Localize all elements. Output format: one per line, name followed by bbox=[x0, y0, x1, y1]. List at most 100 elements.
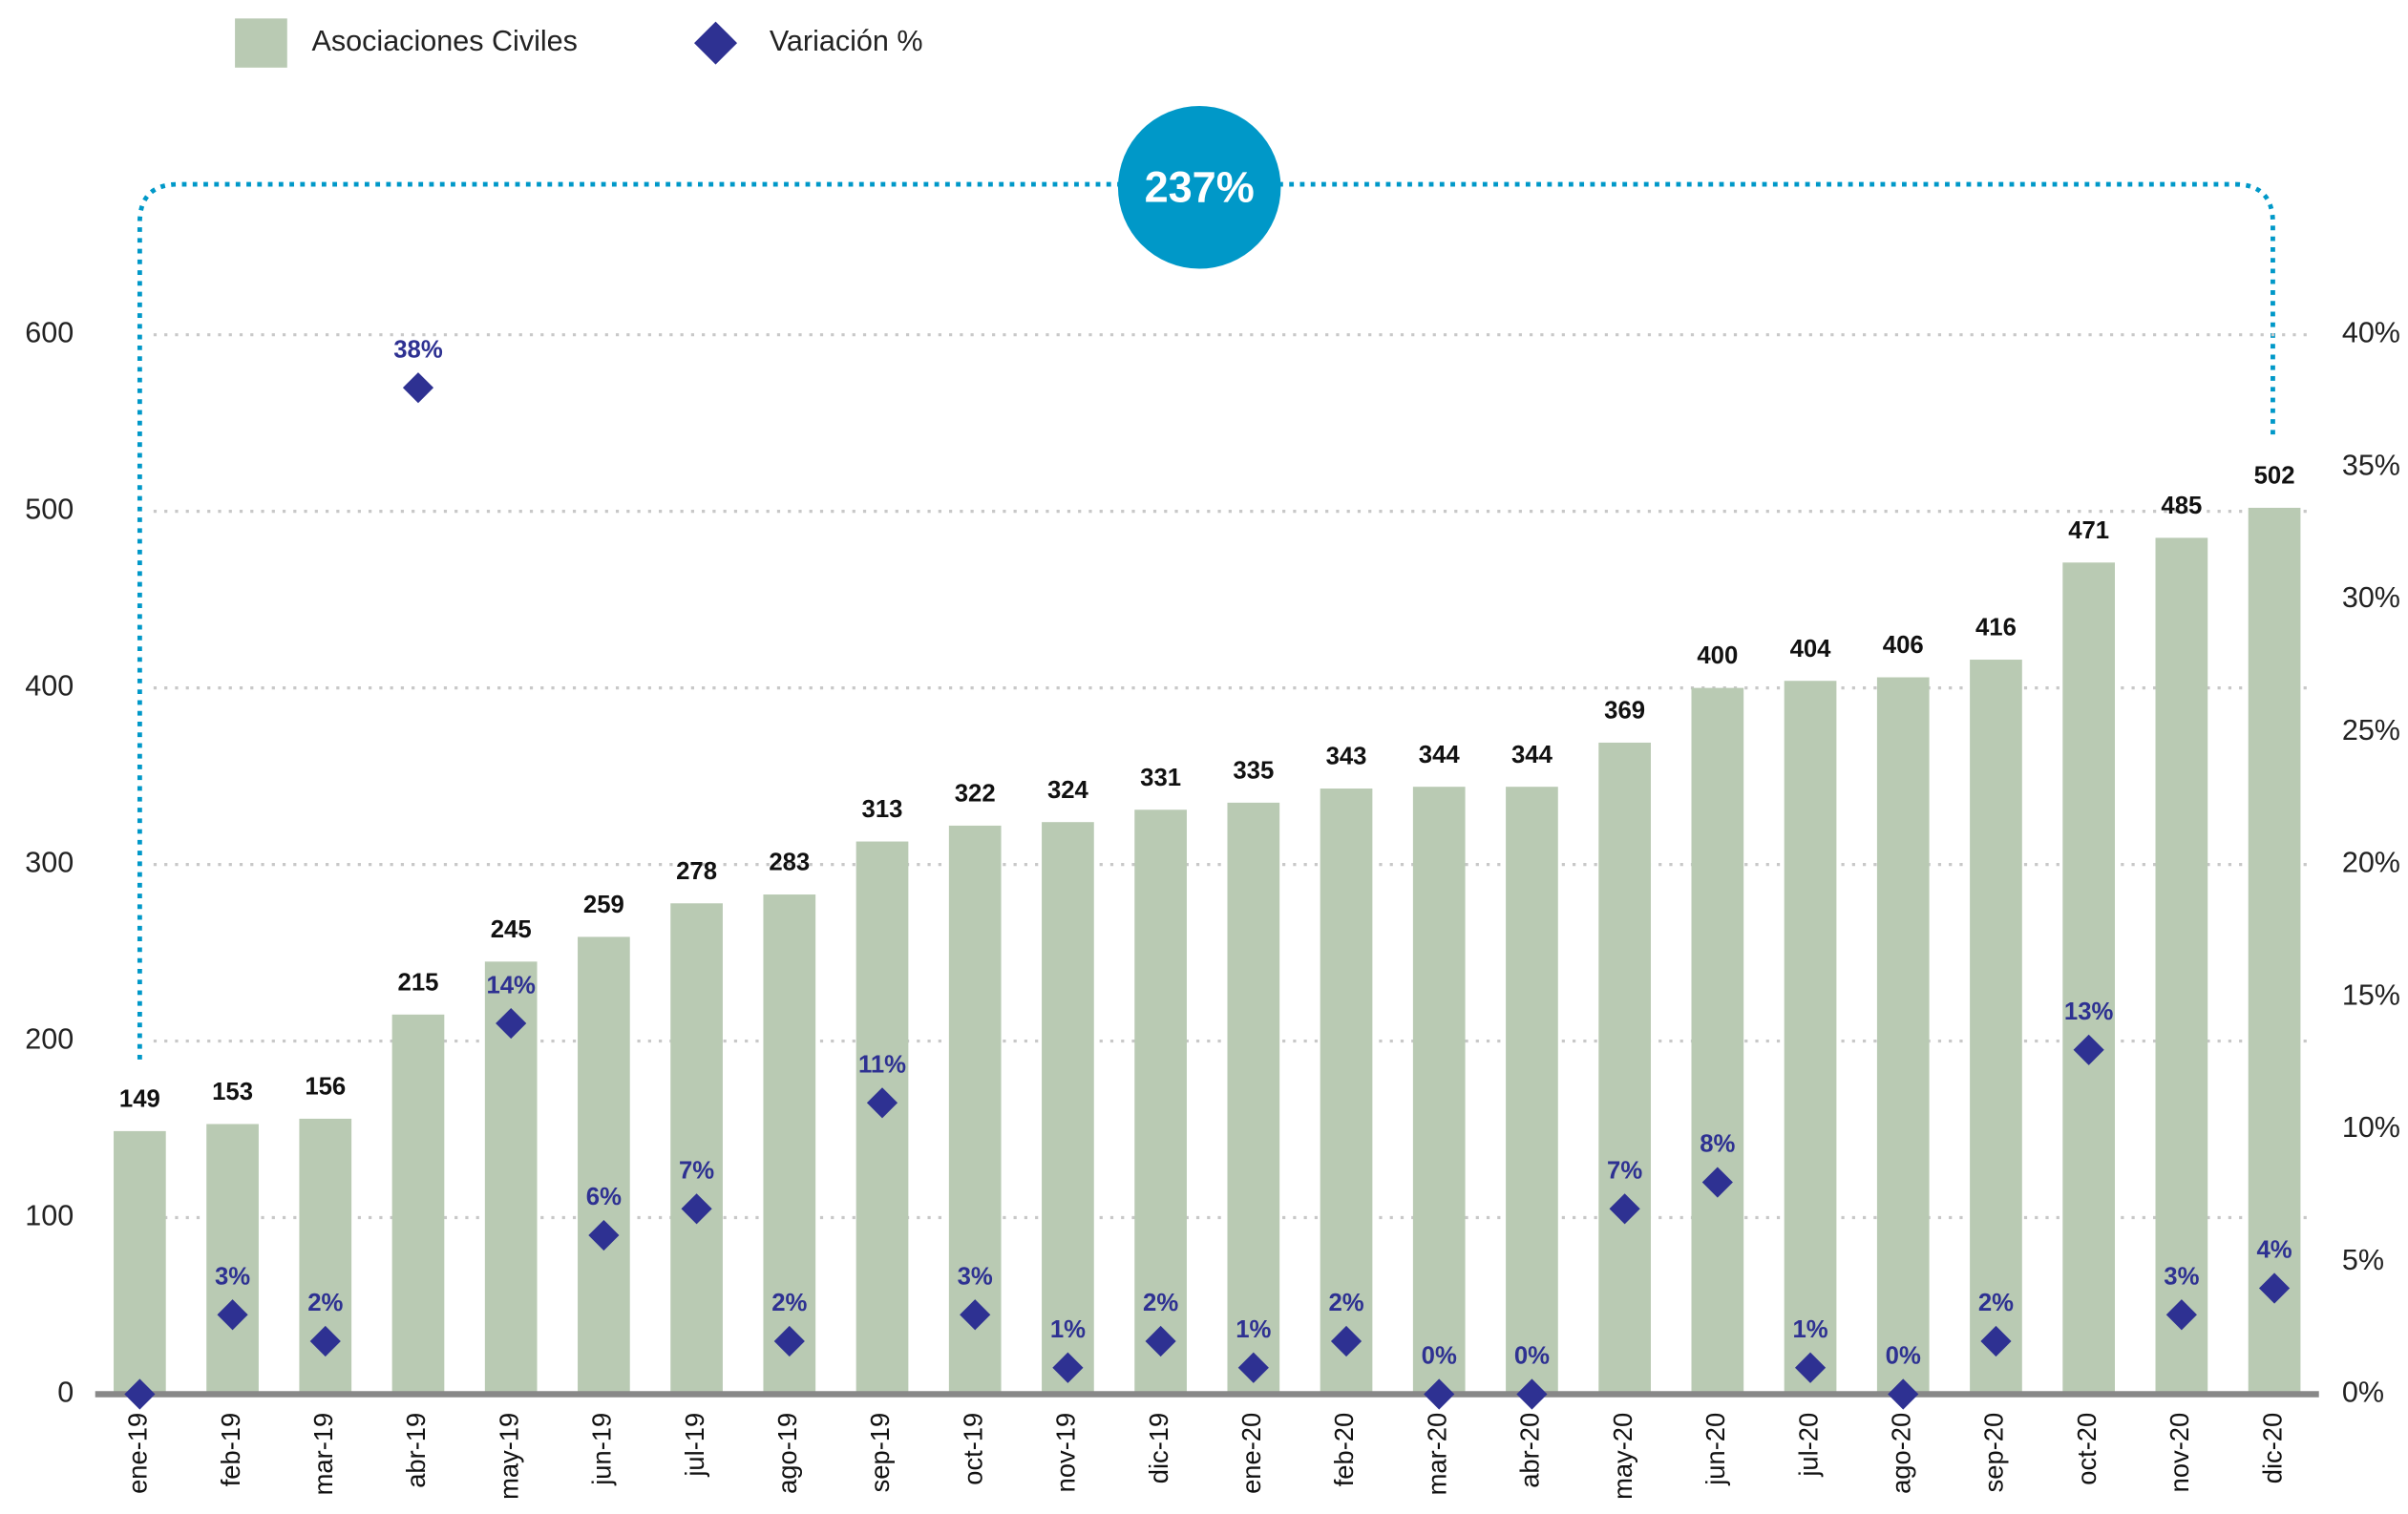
y-tick-label: 100 bbox=[25, 1200, 74, 1232]
diamond bbox=[309, 1325, 341, 1357]
bar-value-label: 400 bbox=[1697, 642, 1738, 669]
bar-value-label: 324 bbox=[1047, 777, 1089, 804]
x-tick-label: sep-20 bbox=[1979, 1413, 2009, 1493]
variation-label: 8% bbox=[1700, 1131, 1735, 1158]
bar-value-label: 343 bbox=[1326, 744, 1367, 770]
y-tick-label: 200 bbox=[25, 1023, 74, 1056]
x-tick-label: may-19 bbox=[494, 1413, 523, 1500]
x-tick-label: feb-19 bbox=[216, 1413, 245, 1486]
y2-tick-label: 30% bbox=[2342, 581, 2400, 614]
y-tick-label: 400 bbox=[25, 670, 74, 703]
x-tick-label: jul-19 bbox=[680, 1413, 709, 1478]
x-tick-label: oct-20 bbox=[2072, 1413, 2102, 1485]
bracket bbox=[137, 181, 2275, 1060]
bar bbox=[1042, 822, 1094, 1395]
diamond bbox=[1516, 1378, 1548, 1410]
variation-label: 4% bbox=[2256, 1237, 2292, 1264]
variation-label: 3% bbox=[215, 1263, 250, 1290]
bar bbox=[1506, 787, 1558, 1395]
diamond bbox=[1888, 1378, 1919, 1410]
y-tick-label: 300 bbox=[25, 847, 74, 879]
bar bbox=[1598, 742, 1651, 1395]
variation-label: 1% bbox=[1050, 1316, 1086, 1343]
variation-label: 1% bbox=[1236, 1316, 1271, 1343]
diamond bbox=[1609, 1193, 1640, 1225]
y2-tick-label: 35% bbox=[2342, 449, 2400, 481]
bar-value-label: 344 bbox=[1511, 742, 1553, 768]
bar-value-label: 283 bbox=[769, 850, 810, 876]
y2-tick-label: 15% bbox=[2342, 978, 2400, 1011]
diamond bbox=[2165, 1299, 2197, 1331]
legend-label: Asociaciones Civiles bbox=[312, 25, 578, 57]
bar bbox=[670, 903, 723, 1395]
y2-tick-label: 40% bbox=[2342, 317, 2400, 349]
bar bbox=[1784, 681, 1837, 1395]
bar-value-label: 322 bbox=[955, 781, 996, 808]
bar-value-label: 344 bbox=[1419, 742, 1461, 768]
diamond bbox=[1237, 1352, 1269, 1383]
diamond bbox=[1052, 1352, 1084, 1383]
bar bbox=[114, 1130, 166, 1395]
x-tick-label: ago-20 bbox=[1886, 1413, 1915, 1494]
variation-label: 3% bbox=[958, 1263, 993, 1290]
y-tick-label: 500 bbox=[25, 494, 74, 526]
legend-label: Variación % bbox=[770, 25, 923, 57]
annotation: 237% bbox=[1145, 162, 1255, 211]
bar-value-label: 313 bbox=[862, 796, 903, 823]
bar bbox=[2062, 562, 2116, 1395]
bar-value-label: 335 bbox=[1233, 757, 1274, 784]
bar-value-label: 406 bbox=[1883, 632, 1924, 659]
variation-label: 2% bbox=[1328, 1290, 1363, 1316]
variation-label: 2% bbox=[1143, 1290, 1178, 1316]
diamond bbox=[1424, 1378, 1455, 1410]
y2-tick-label: 20% bbox=[2342, 847, 2400, 879]
bar bbox=[1691, 687, 1744, 1395]
variation-label: 14% bbox=[486, 972, 536, 999]
x-tick-label: oct-19 bbox=[958, 1413, 987, 1485]
x-tick-label: may-20 bbox=[1608, 1413, 1637, 1500]
diamond bbox=[1330, 1325, 1362, 1357]
diamond bbox=[681, 1193, 712, 1225]
variation-label: 7% bbox=[1607, 1157, 1642, 1184]
x-tick-label: nov-19 bbox=[1051, 1413, 1081, 1493]
y-tick-label: 0 bbox=[57, 1377, 74, 1409]
variation-label: 13% bbox=[2064, 999, 2114, 1025]
bar bbox=[1412, 787, 1466, 1395]
bar bbox=[1320, 789, 1373, 1395]
diamond bbox=[1145, 1325, 1176, 1357]
variation-label: 0% bbox=[1514, 1343, 1550, 1370]
bar bbox=[2155, 537, 2208, 1395]
diamond bbox=[866, 1087, 898, 1119]
x-tick-label: jun-19 bbox=[587, 1413, 617, 1486]
x-tick-label: jul-20 bbox=[1793, 1413, 1823, 1478]
bar bbox=[578, 936, 630, 1395]
y2-tick-label: 25% bbox=[2342, 714, 2400, 746]
diamond bbox=[1794, 1352, 1827, 1383]
bar-value-label: 485 bbox=[2161, 493, 2202, 519]
bar-value-label: 259 bbox=[583, 892, 624, 918]
x-tick-label: dic-19 bbox=[1144, 1413, 1173, 1483]
bar bbox=[2248, 507, 2301, 1395]
x-tick-label: dic-20 bbox=[2257, 1413, 2287, 1483]
diamond bbox=[773, 1325, 805, 1357]
bar bbox=[1876, 677, 1930, 1395]
bar bbox=[1227, 802, 1280, 1395]
variation-label: 38% bbox=[393, 336, 443, 363]
diamond bbox=[1701, 1167, 1733, 1198]
legend-swatch bbox=[235, 18, 287, 68]
variation-label: 2% bbox=[307, 1290, 343, 1316]
bar bbox=[1134, 810, 1187, 1395]
variation-label: 7% bbox=[679, 1157, 714, 1184]
bar-value-label: 369 bbox=[1604, 698, 1645, 725]
y2-tick-label: 0% bbox=[2342, 1377, 2384, 1409]
bar-value-label: 416 bbox=[1975, 615, 2017, 641]
y2-tick-label: 10% bbox=[2342, 1111, 2400, 1144]
bar bbox=[391, 1014, 445, 1395]
x-tick-label: sep-19 bbox=[865, 1413, 895, 1493]
variation-label: 6% bbox=[586, 1184, 622, 1210]
variation-label: 0% bbox=[1422, 1343, 1457, 1370]
legend-swatch bbox=[694, 21, 738, 65]
bar-value-label: 502 bbox=[2254, 463, 2295, 490]
x-tick-label: abr-19 bbox=[401, 1413, 431, 1488]
bar-value-label: 404 bbox=[1790, 636, 1832, 662]
